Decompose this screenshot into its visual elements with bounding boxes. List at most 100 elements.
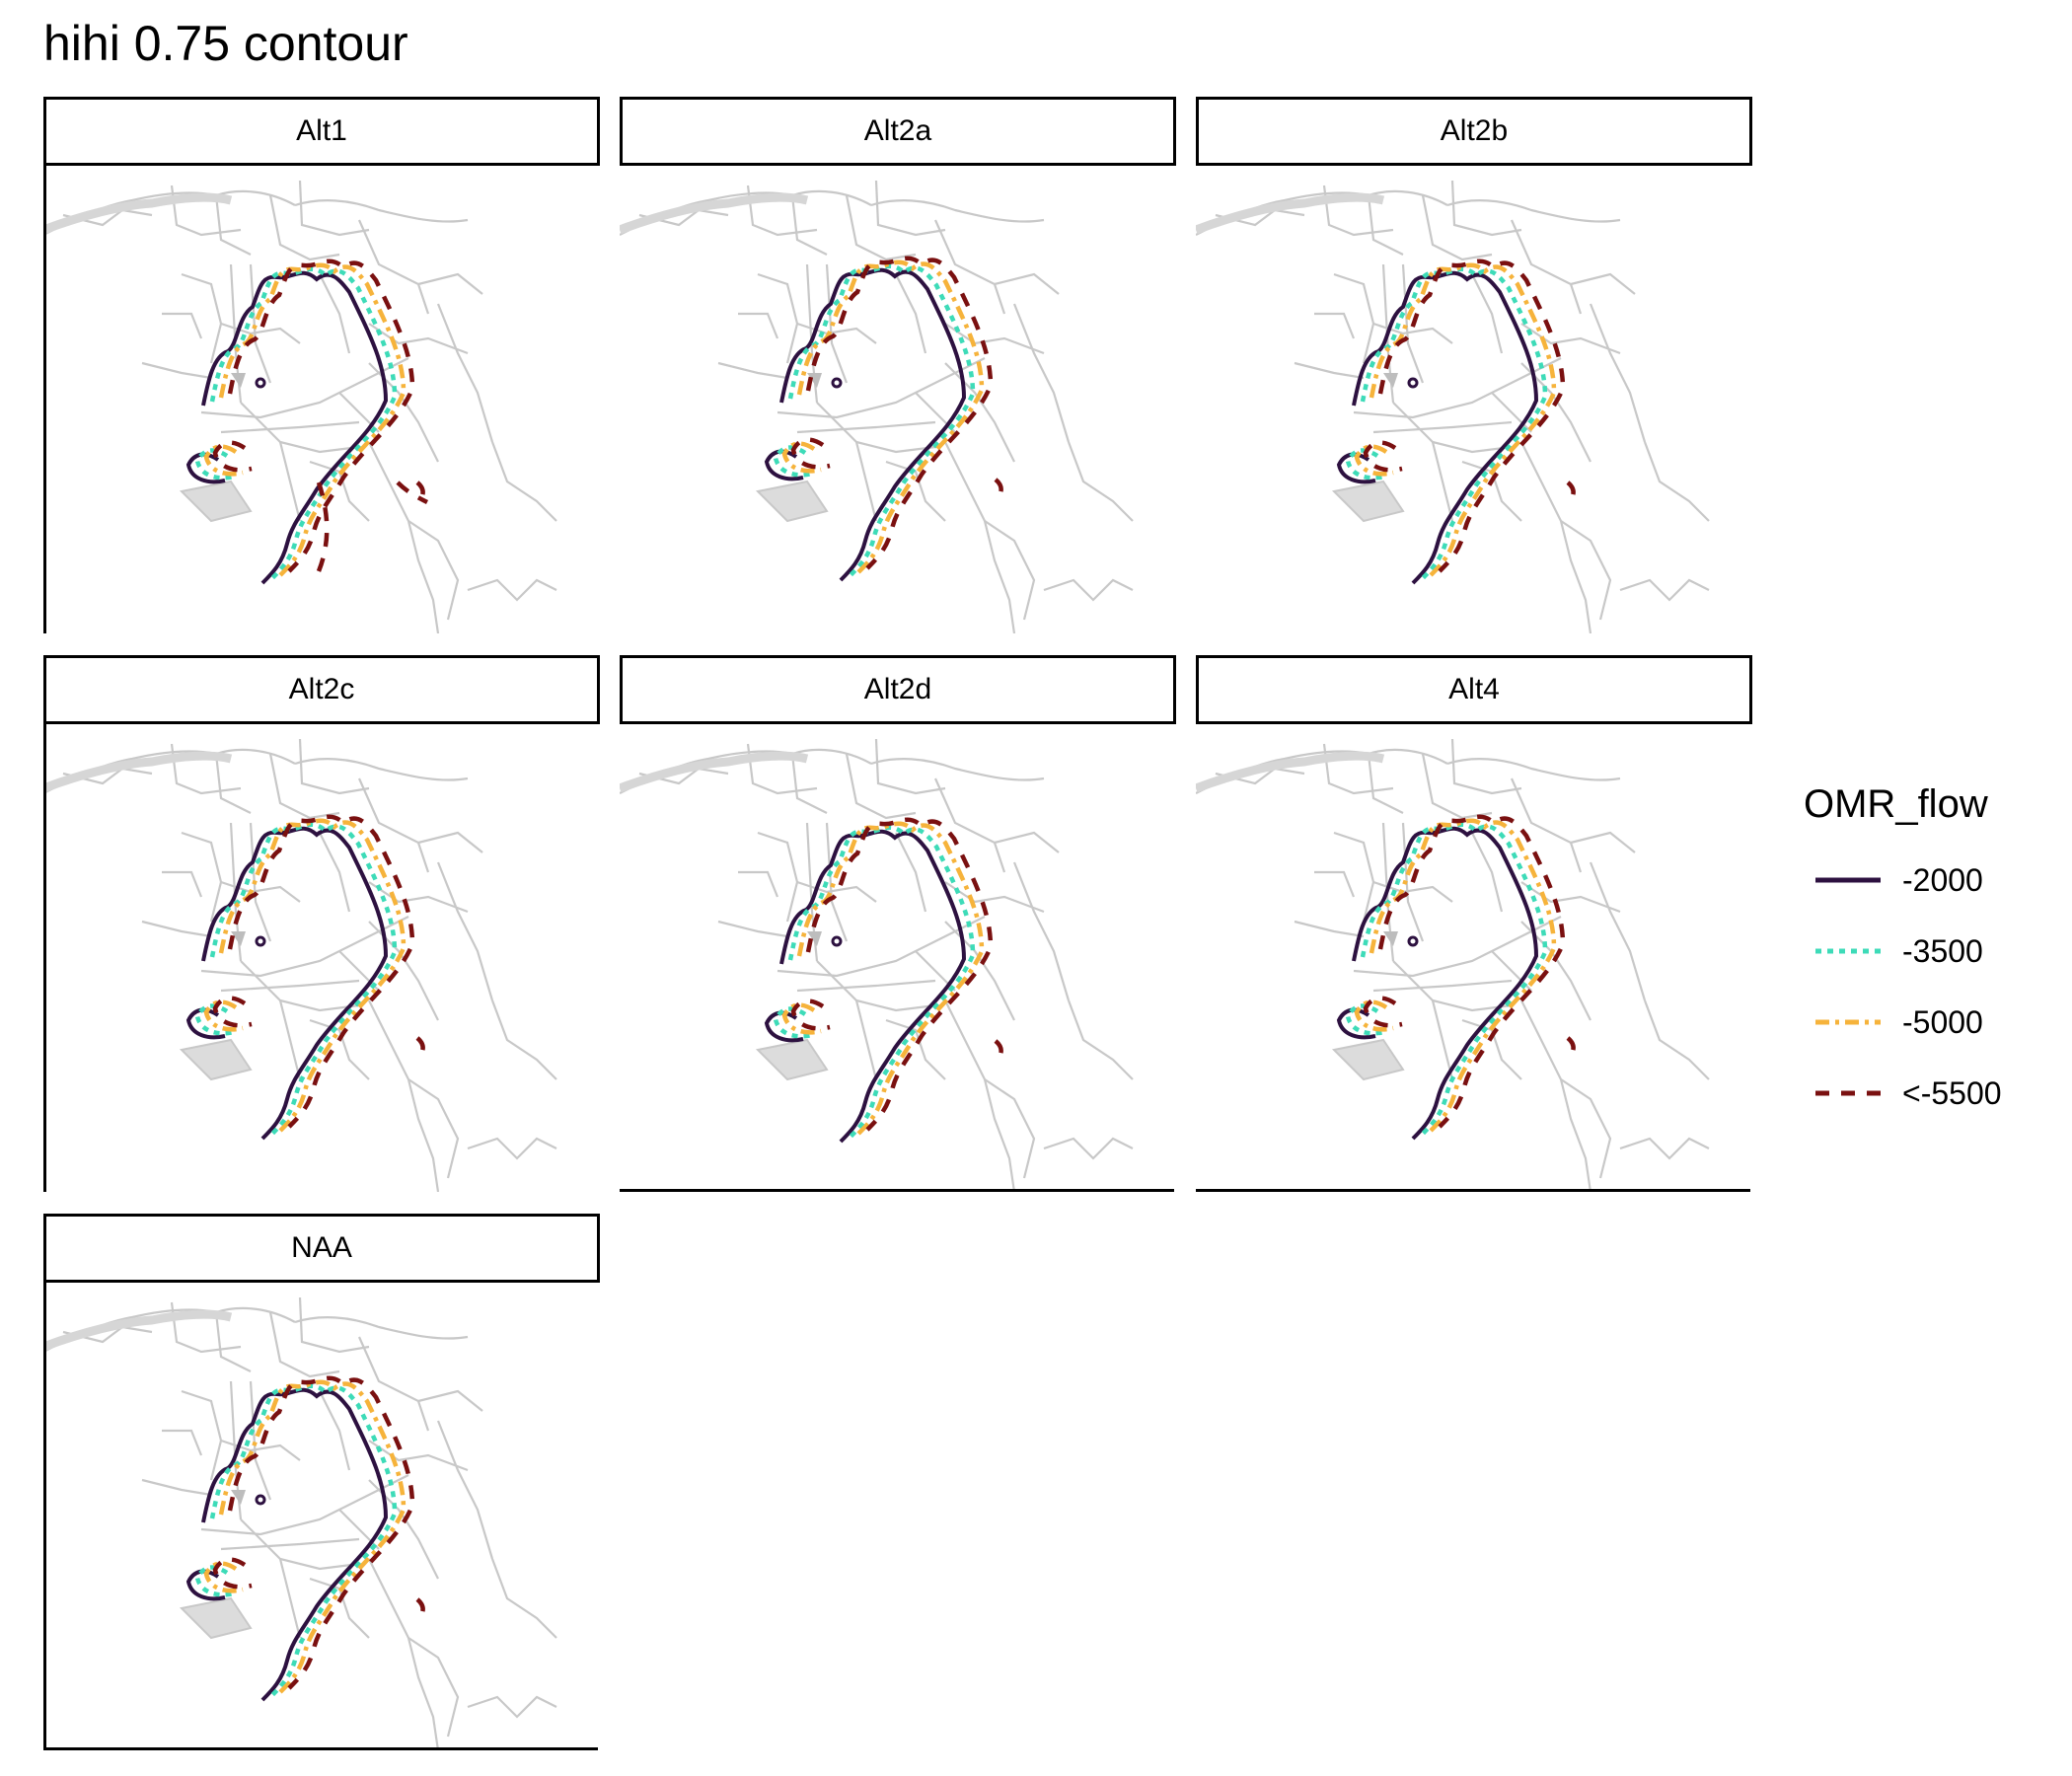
river-channel bbox=[249, 263, 272, 384]
river-channel bbox=[1446, 758, 1621, 781]
land-patch bbox=[231, 1490, 246, 1505]
river-main bbox=[1196, 751, 1385, 793]
contour-line bbox=[1360, 266, 1548, 581]
contour-loop bbox=[1363, 440, 1403, 473]
river-channel bbox=[1421, 194, 1493, 261]
facet-strip-label: Alt2c bbox=[43, 655, 600, 724]
map-plot bbox=[1196, 180, 1710, 633]
river-channel bbox=[805, 822, 819, 962]
contour-line bbox=[209, 1383, 398, 1698]
river-channel bbox=[357, 1336, 430, 1432]
river-channel bbox=[268, 1311, 340, 1378]
contour-series-<-5500 bbox=[212, 814, 425, 1129]
river-channel bbox=[816, 960, 936, 1012]
river-channel bbox=[796, 880, 877, 903]
river-channel bbox=[1570, 831, 1636, 853]
contour-series--2000 bbox=[1336, 826, 1539, 1141]
river-channel bbox=[1446, 199, 1621, 223]
river-channel bbox=[181, 831, 223, 923]
river-channel bbox=[1012, 303, 1071, 443]
river-channel bbox=[825, 822, 849, 942]
river-channel bbox=[984, 520, 1036, 621]
river-channel bbox=[229, 1380, 243, 1520]
river-channel bbox=[1401, 822, 1425, 942]
river-channel bbox=[796, 979, 936, 993]
legend-key-dashed bbox=[1815, 1090, 1881, 1096]
river-channel bbox=[368, 999, 440, 1192]
contour-loop bbox=[203, 999, 244, 1032]
river-channel bbox=[407, 1637, 460, 1738]
river-channel bbox=[738, 312, 779, 339]
contour-fragment bbox=[316, 481, 429, 572]
contour-ring bbox=[831, 935, 843, 947]
river-channel bbox=[162, 870, 203, 898]
river-channel bbox=[278, 1558, 302, 1639]
facet-panel-alt2d: Alt2d bbox=[620, 655, 1176, 1192]
contour-series--5000 bbox=[1354, 818, 1557, 1133]
contour-loop bbox=[1354, 444, 1394, 477]
river-channel bbox=[240, 1518, 360, 1571]
river-channel bbox=[220, 420, 360, 434]
land-patch bbox=[1383, 373, 1398, 388]
river-main bbox=[620, 751, 809, 793]
river-channel bbox=[417, 1389, 483, 1412]
legend-key-solid bbox=[1815, 877, 1881, 883]
river-channel bbox=[357, 777, 430, 873]
contour-line bbox=[796, 259, 985, 574]
river-channel bbox=[298, 1296, 370, 1354]
river-main bbox=[43, 1309, 233, 1352]
contour-series--3500 bbox=[773, 825, 976, 1140]
river-channel bbox=[1589, 303, 1647, 443]
river-channel bbox=[309, 1577, 370, 1639]
river-channel bbox=[1333, 272, 1375, 364]
basemap-channels bbox=[620, 180, 1134, 633]
contour-line bbox=[218, 818, 407, 1133]
river-channel bbox=[854, 999, 878, 1080]
legend-key-dashdot bbox=[1815, 1019, 1881, 1025]
river-channel bbox=[368, 441, 440, 633]
contour-series-<-5500 bbox=[790, 256, 1003, 570]
contour-loop bbox=[1363, 996, 1403, 1028]
contour-line bbox=[796, 821, 985, 1136]
contour-loop bbox=[203, 1561, 244, 1593]
contour-ring bbox=[831, 377, 843, 389]
river-channel bbox=[944, 323, 1045, 355]
land-patch bbox=[807, 373, 822, 388]
river-channel bbox=[298, 180, 370, 237]
facet-panel-alt1: Alt1 bbox=[43, 97, 600, 633]
contour-series--2000 bbox=[185, 826, 389, 1141]
river-channel bbox=[1471, 832, 1504, 913]
river-channel bbox=[1401, 263, 1425, 384]
contour-series-<-5500 bbox=[212, 259, 429, 573]
river-channel bbox=[854, 441, 878, 522]
river-channel bbox=[1314, 312, 1356, 339]
contour-loop bbox=[790, 999, 831, 1031]
river-channel bbox=[319, 1390, 351, 1471]
contour-ring bbox=[255, 935, 266, 947]
river-channel bbox=[436, 861, 494, 1001]
river-channel bbox=[417, 272, 483, 295]
river-channel bbox=[490, 1558, 557, 1639]
contour-series--5000 bbox=[203, 818, 407, 1133]
river-channel bbox=[915, 392, 956, 433]
contour-series--3500 bbox=[194, 1383, 398, 1698]
facet-panel-alt4: Alt4 bbox=[1196, 655, 1752, 1192]
river-channel bbox=[1294, 920, 1365, 938]
river-channel bbox=[944, 362, 1015, 463]
facet-panel-alt2c: Alt2c bbox=[43, 655, 600, 1192]
contour-loop bbox=[212, 440, 253, 473]
river-channel bbox=[874, 738, 946, 795]
river-channel bbox=[1431, 441, 1454, 522]
river-channel bbox=[845, 753, 917, 820]
contour-line bbox=[779, 829, 967, 1144]
river-channel bbox=[796, 420, 936, 434]
river-channel bbox=[294, 199, 469, 223]
map-plot bbox=[620, 180, 1134, 633]
map-plot bbox=[43, 166, 557, 633]
river-channel bbox=[220, 1439, 301, 1461]
river-channel bbox=[407, 520, 460, 621]
legend-item: -3500 bbox=[1804, 916, 2040, 987]
contour-line bbox=[1369, 818, 1557, 1133]
contour-series--5000 bbox=[203, 262, 407, 577]
facet-panel-alt2a: Alt2a bbox=[620, 97, 1176, 633]
